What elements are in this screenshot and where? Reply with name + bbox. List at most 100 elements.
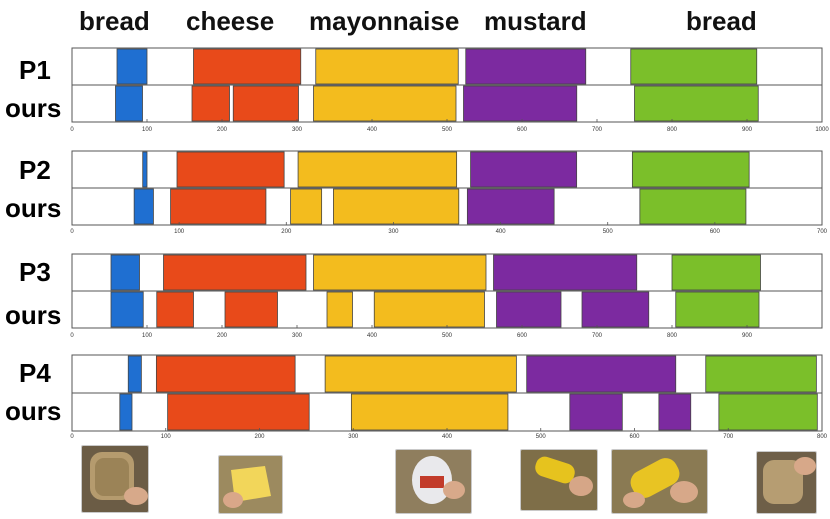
header-label-bread-end: bread [686,6,757,36]
header-label-mustard: mustard [484,6,587,36]
row-label-p3: P3 [19,257,51,287]
segment-gt-bread-end [631,151,750,188]
tick-label: 200 [217,333,228,339]
segment-gt-bread [127,355,142,393]
segment-gt-cheese [193,48,302,85]
tick-label: 300 [388,229,399,235]
tick-label: 0 [70,127,74,133]
tick-label: 600 [710,229,721,235]
tick-label: 400 [496,229,507,235]
header-label-bread: bread [79,6,150,36]
tick-label: 600 [629,434,640,440]
segment-ours-bread [110,291,144,328]
segment-ours-mayonnaise [350,393,509,431]
segment-gt-bread-end [630,48,758,85]
tick-label: 900 [742,127,753,133]
mustard-squeeze-photo-icon [612,450,707,513]
segment-gt-mayonnaise [315,48,459,85]
bread-end-photo-icon [757,452,816,513]
tick-label: 600 [517,333,528,339]
segment-ours-cheese [167,393,310,431]
segment-ours-cheese [232,85,299,122]
mustard-thumbnail [520,449,598,511]
segment-ours-mayonnaise [333,188,460,225]
row-label-ours-p3: ours [5,300,62,330]
row-label-ours-p1: ours [5,93,62,123]
segment-ours-mayonnaise [373,291,485,328]
segment-gt-bread-end [671,254,761,291]
tick-label: 700 [592,333,603,339]
tick-label: 100 [142,127,153,133]
segment-ours-mustard [658,393,692,431]
mustard-squeeze-thumbnail [611,449,708,514]
segment-ours-cheese [156,291,194,328]
cheese-thumbnail [218,455,283,514]
tick-label: 0 [70,229,74,235]
segment-gt-mustard [465,48,587,85]
segment-gt-mayonnaise [313,254,487,291]
tick-label: 500 [603,229,614,235]
tick-label: 200 [254,434,265,440]
tick-label: 500 [442,333,453,339]
tick-label: 200 [281,229,292,235]
tick-label: 0 [70,333,74,339]
segment-ours-bread-end [639,188,747,225]
segment-gt-cheese [176,151,285,188]
tick-label: 500 [536,434,547,440]
cheese-photo-icon [219,456,282,513]
tick-label: 200 [217,127,228,133]
segment-gt-bread [142,151,148,188]
panel-p4: 0 100 200 300 400 500 600 700 800 [70,354,828,440]
segment-ours-mustard [569,393,623,431]
segment-ours-bread [119,393,133,431]
segment-gt-mayonnaise [324,355,517,393]
tick-label: 400 [367,333,378,339]
row-label-ours-p4: ours [5,396,62,426]
tick-label: 600 [517,127,528,133]
bread-thumbnail [81,445,149,513]
tick-label: 400 [367,127,378,133]
tick-label: 500 [442,127,453,133]
segment-ours-mustard [463,85,578,122]
tick-label: 300 [348,434,359,440]
row-label-ours-p2: ours [5,193,62,223]
row-label-p1: P1 [19,55,51,85]
segment-ours-mayonnaise [313,85,457,122]
tick-label: 800 [817,434,828,440]
tick-label: 0 [70,434,74,440]
segment-ours-cheese [224,291,278,328]
segment-ours-bread-end [718,393,818,431]
segment-ours-bread [133,188,154,225]
segment-gt-mayonnaise [297,151,458,188]
bread-end-thumbnail [756,451,817,514]
segment-gt-bread [110,254,140,291]
tick-label: 100 [161,434,172,440]
tick-label: 100 [142,333,153,339]
tick-label: 1000 [815,127,829,133]
segment-gt-mustard [493,254,638,291]
tick-label: 700 [592,127,603,133]
segment-gt-bread-end [705,355,817,393]
header-label-cheese: cheese [186,6,275,36]
tick-label: 900 [742,333,753,339]
mayonnaise-thumbnail [395,449,472,514]
segment-gt-bread [116,48,148,85]
tick-label: 800 [667,333,678,339]
tick-label: 100 [174,229,185,235]
row-label-p4: P4 [19,358,51,388]
segment-ours-mustard [496,291,562,328]
mayonnaise-photo-icon [396,450,471,513]
header-label-mayonnaise: mayonnaise [309,6,460,36]
segment-ours-cheese [170,188,267,225]
segment-gt-mustard [470,151,578,188]
segment-ours-mustard [581,291,650,328]
segment-ours-bread-end [634,85,759,122]
tick-label: 800 [667,127,678,133]
segment-gt-mustard [526,355,677,393]
tick-label: 300 [292,127,303,133]
segment-ours-mayonnaise [326,291,353,328]
tick-label: 700 [817,229,828,235]
segment-gt-cheese [163,254,307,291]
tick-label: 300 [292,333,303,339]
